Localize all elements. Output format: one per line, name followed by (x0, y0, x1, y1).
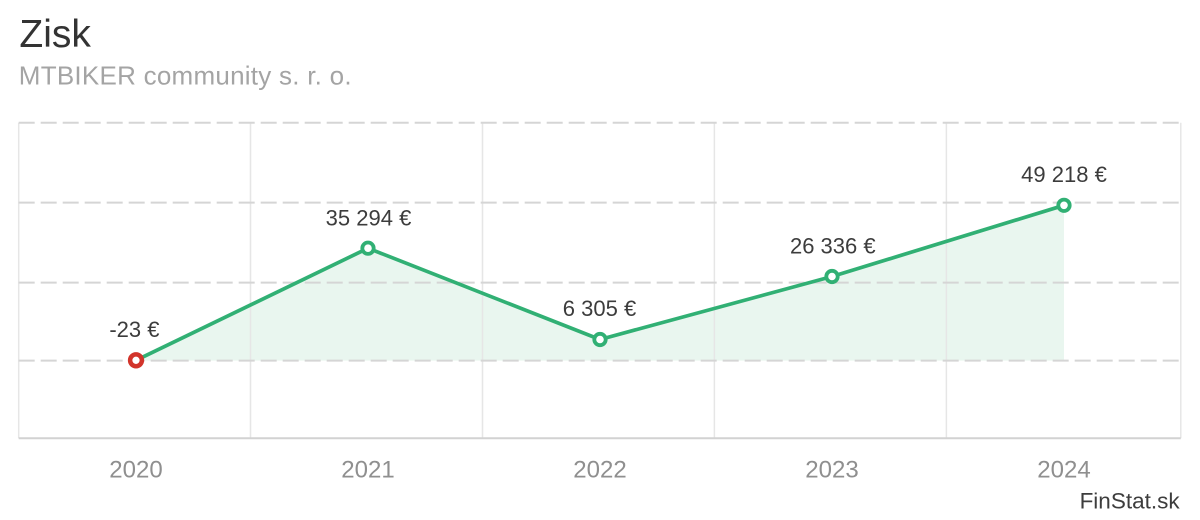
svg-text:2021: 2021 (341, 457, 394, 484)
svg-text:Zisk: Zisk (19, 13, 91, 56)
svg-text:MTBIKER community s. r. o.: MTBIKER community s. r. o. (19, 61, 352, 91)
svg-text:6 305 €: 6 305 € (563, 296, 636, 321)
svg-text:FinStat.sk: FinStat.sk (1080, 489, 1181, 514)
svg-text:49 218 €: 49 218 € (1021, 162, 1107, 187)
svg-text:-23 €: -23 € (109, 317, 159, 342)
svg-text:2023: 2023 (805, 457, 858, 484)
svg-text:2022: 2022 (573, 457, 626, 484)
svg-text:26 336 €: 26 336 € (790, 234, 876, 259)
svg-text:35 294 €: 35 294 € (326, 206, 412, 231)
svg-text:2020: 2020 (109, 457, 162, 484)
svg-text:2024: 2024 (1037, 457, 1090, 484)
